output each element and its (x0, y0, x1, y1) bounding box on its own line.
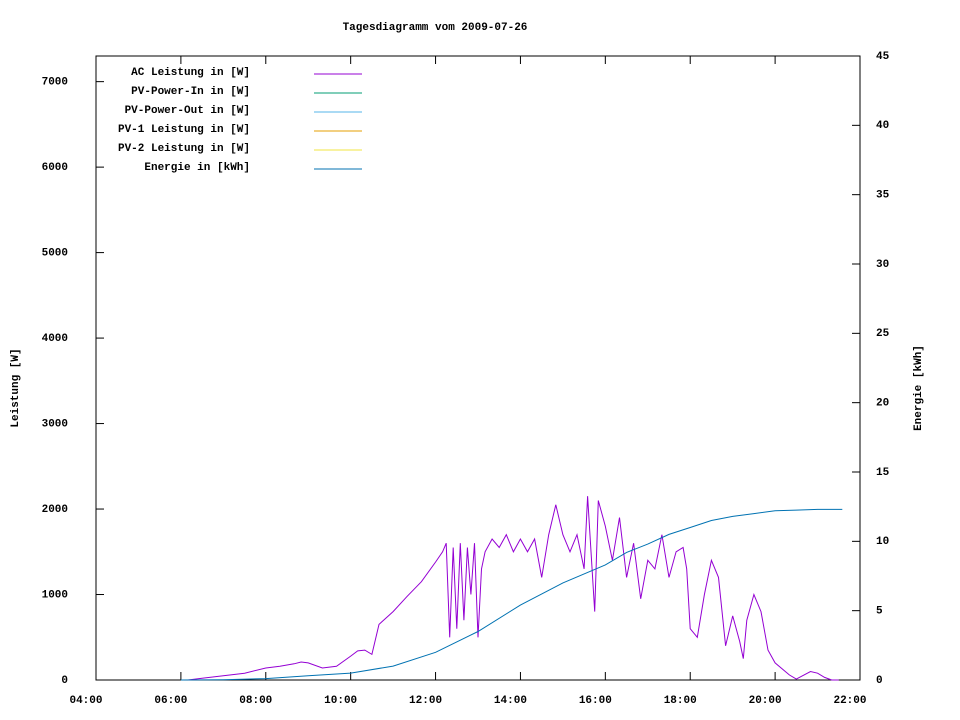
x-tick-label: 08:00 (239, 695, 272, 707)
legend-label: PV-Power-Out in [W] (125, 105, 250, 117)
data-line (187, 496, 839, 681)
y2-tick-label: 10 (876, 536, 889, 548)
y-tick-label: 7000 (42, 77, 68, 89)
x-tick-label: 18:00 (664, 695, 697, 707)
x-tick-label: 06:00 (154, 695, 187, 707)
y2-tick-label: 15 (876, 467, 890, 479)
y2-tick-label: 45 (876, 51, 890, 63)
y2-tick-label: 20 (876, 398, 889, 410)
legend-label: PV-2 Leistung in [W] (118, 143, 250, 155)
y2-tick-label: 25 (876, 328, 890, 340)
y-tick-label: 4000 (42, 333, 68, 345)
y-tick-label: 3000 (42, 418, 68, 430)
y-tick-label: 1000 (42, 589, 68, 601)
y2-tick-label: 35 (876, 190, 890, 202)
x-tick-label: 16:00 (579, 695, 612, 707)
y-tick-label: 2000 (42, 504, 68, 516)
x-tick-label: 04:00 (69, 695, 102, 707)
legend-label: PV-1 Leistung in [W] (118, 124, 250, 136)
y2-tick-label: 5 (876, 606, 883, 618)
x-tick-label: 14:00 (494, 695, 527, 707)
y-tick-label: 5000 (42, 248, 68, 260)
x-tick-label: 20:00 (749, 695, 782, 707)
plot-border (95, 55, 861, 681)
data-line (180, 508, 843, 681)
x-tick-label: 22:00 (833, 695, 866, 707)
y2-axis-label: Energie [kWh] (913, 345, 925, 431)
x-tick-label: 10:00 (324, 695, 357, 707)
y2-tick-label: 40 (876, 120, 889, 132)
legend-label: AC Leistung in [W] (131, 67, 250, 79)
legend-label: Energie in [kWh] (144, 162, 250, 174)
y2-tick-label: 0 (876, 675, 883, 687)
y2-tick-label: 30 (876, 259, 889, 271)
x-tick-label: 12:00 (409, 695, 442, 707)
chart-title: Tagesdiagramm vom 2009-07-26 (343, 22, 528, 34)
legend-label: PV-Power-In in [W] (131, 86, 250, 98)
y-tick-label: 6000 (42, 162, 68, 174)
y-axis-label: Leistung [W] (10, 348, 22, 427)
y-tick-label: 0 (61, 675, 68, 687)
